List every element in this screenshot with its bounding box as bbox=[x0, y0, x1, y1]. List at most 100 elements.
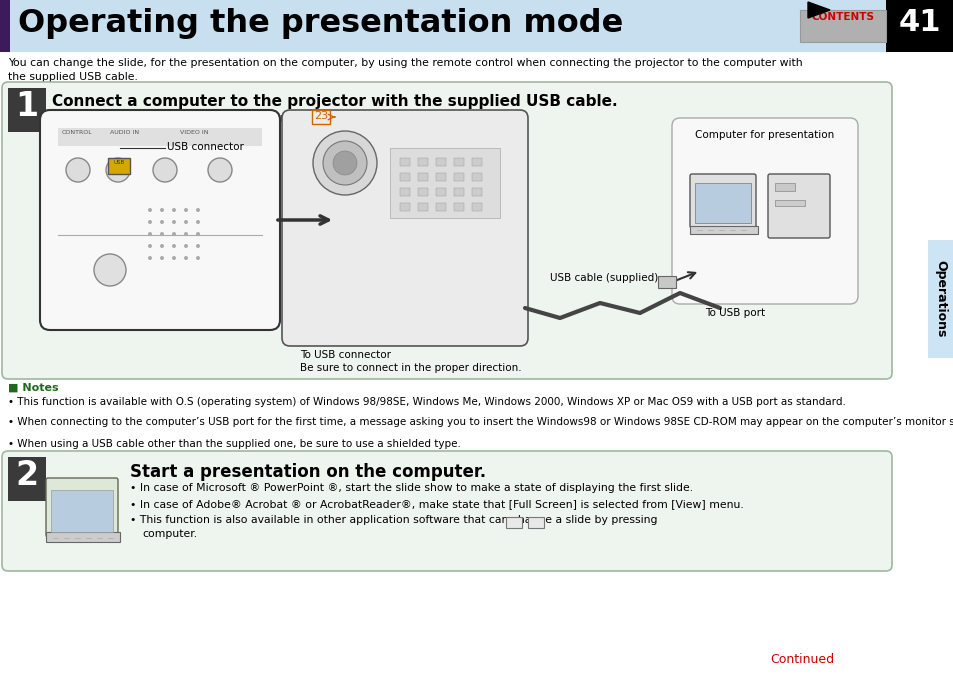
Text: Connect a computer to the projector with the supplied USB cable.: Connect a computer to the projector with… bbox=[52, 94, 617, 109]
Circle shape bbox=[184, 256, 188, 260]
Bar bbox=[8, 88, 46, 132]
Bar bbox=[390, 148, 499, 218]
Circle shape bbox=[172, 220, 175, 224]
Circle shape bbox=[323, 141, 367, 185]
Bar bbox=[108, 158, 130, 174]
Bar bbox=[417, 173, 428, 181]
Bar bbox=[436, 203, 446, 211]
Circle shape bbox=[160, 208, 164, 212]
Circle shape bbox=[195, 256, 200, 260]
Text: 23: 23 bbox=[314, 111, 328, 121]
Text: CONTROL: CONTROL bbox=[62, 130, 92, 135]
Text: • This function is also available in other application software that can change : • This function is also available in oth… bbox=[130, 515, 657, 525]
Circle shape bbox=[172, 244, 175, 248]
FancyBboxPatch shape bbox=[46, 478, 118, 537]
Circle shape bbox=[313, 131, 376, 195]
Circle shape bbox=[333, 151, 356, 175]
Bar bbox=[399, 173, 410, 181]
Bar bbox=[0, 0, 10, 52]
Circle shape bbox=[172, 232, 175, 236]
Text: CONTENTS: CONTENTS bbox=[811, 12, 874, 22]
Circle shape bbox=[184, 232, 188, 236]
Circle shape bbox=[148, 220, 152, 224]
FancyBboxPatch shape bbox=[767, 174, 829, 238]
Circle shape bbox=[184, 220, 188, 224]
Circle shape bbox=[160, 220, 164, 224]
FancyBboxPatch shape bbox=[40, 110, 280, 330]
Text: Be sure to connect in the proper direction.: Be sure to connect in the proper directi… bbox=[299, 363, 521, 373]
Text: Computer for presentation: Computer for presentation bbox=[695, 130, 834, 140]
Circle shape bbox=[148, 208, 152, 212]
Circle shape bbox=[148, 232, 152, 236]
Circle shape bbox=[195, 232, 200, 236]
Text: • In case of Microsoft ® PowerPoint ®, start the slide show to make a state of d: • In case of Microsoft ® PowerPoint ®, s… bbox=[130, 483, 693, 493]
Bar bbox=[417, 158, 428, 166]
Text: You can change the slide, for the presentation on the computer, by using the rem: You can change the slide, for the presen… bbox=[8, 58, 801, 68]
FancyBboxPatch shape bbox=[282, 110, 527, 346]
Text: To USB connector: To USB connector bbox=[299, 350, 391, 360]
Text: 41: 41 bbox=[898, 8, 941, 37]
Bar bbox=[417, 203, 428, 211]
Bar bbox=[472, 188, 481, 196]
Bar bbox=[417, 188, 428, 196]
Text: • In case of Adobe® Acrobat ® or AcrobatReader®, make state that [Full Screen] i: • In case of Adobe® Acrobat ® or Acrobat… bbox=[130, 499, 743, 509]
Bar bbox=[695, 183, 750, 223]
Circle shape bbox=[195, 208, 200, 212]
Text: • This function is available with O.S (operating system) of Windows 98/98SE, Win: • This function is available with O.S (o… bbox=[8, 397, 845, 407]
Circle shape bbox=[66, 158, 90, 182]
Bar bbox=[399, 203, 410, 211]
Bar bbox=[51, 490, 112, 532]
Text: Operating the presentation mode: Operating the presentation mode bbox=[18, 8, 622, 39]
Circle shape bbox=[195, 244, 200, 248]
Circle shape bbox=[152, 158, 177, 182]
Bar bbox=[46, 532, 120, 542]
Circle shape bbox=[208, 158, 232, 182]
Bar bbox=[506, 517, 522, 528]
Text: Also connect the RGB cable and the audio cable if necessary.: Also connect the RGB cable and the audio… bbox=[52, 112, 413, 125]
Circle shape bbox=[160, 232, 164, 236]
Bar bbox=[399, 158, 410, 166]
Text: • When connecting to the computer’s USB port for the first time, a message askin: • When connecting to the computer’s USB … bbox=[8, 417, 953, 427]
Bar bbox=[472, 158, 481, 166]
Bar bbox=[454, 203, 463, 211]
Bar bbox=[312, 110, 330, 124]
Text: Start a presentation on the computer.: Start a presentation on the computer. bbox=[130, 463, 486, 481]
Bar bbox=[800, 10, 885, 42]
Text: 1: 1 bbox=[15, 90, 38, 123]
Bar bbox=[58, 128, 262, 146]
Polygon shape bbox=[807, 2, 829, 18]
Text: To USB port: To USB port bbox=[704, 308, 764, 318]
Circle shape bbox=[160, 244, 164, 248]
Bar bbox=[528, 517, 544, 528]
Text: AUDIO IN: AUDIO IN bbox=[110, 130, 139, 135]
Bar bbox=[927, 240, 953, 358]
FancyBboxPatch shape bbox=[2, 82, 891, 379]
FancyBboxPatch shape bbox=[2, 451, 891, 571]
Bar bbox=[0, 0, 953, 52]
FancyBboxPatch shape bbox=[689, 174, 755, 228]
Circle shape bbox=[184, 244, 188, 248]
Text: USB cable (supplied): USB cable (supplied) bbox=[550, 273, 658, 283]
Text: USB connector: USB connector bbox=[167, 142, 244, 152]
Bar bbox=[399, 188, 410, 196]
Text: USB: USB bbox=[113, 160, 125, 165]
Circle shape bbox=[148, 256, 152, 260]
Text: the supplied USB cable.: the supplied USB cable. bbox=[8, 72, 138, 82]
Text: • When using a USB cable other than the supplied one, be sure to use a shielded : • When using a USB cable other than the … bbox=[8, 439, 460, 449]
Bar bbox=[658, 276, 676, 288]
Circle shape bbox=[94, 254, 126, 286]
Bar bbox=[454, 188, 463, 196]
Bar bbox=[774, 183, 794, 191]
Text: ■ Notes: ■ Notes bbox=[8, 383, 58, 393]
Circle shape bbox=[172, 208, 175, 212]
Circle shape bbox=[172, 256, 175, 260]
FancyBboxPatch shape bbox=[671, 118, 857, 304]
Circle shape bbox=[148, 244, 152, 248]
Bar bbox=[436, 188, 446, 196]
Bar bbox=[436, 173, 446, 181]
Circle shape bbox=[184, 208, 188, 212]
Bar bbox=[885, 0, 953, 52]
Circle shape bbox=[195, 220, 200, 224]
Text: VIDEO IN: VIDEO IN bbox=[180, 130, 209, 135]
Bar bbox=[454, 158, 463, 166]
